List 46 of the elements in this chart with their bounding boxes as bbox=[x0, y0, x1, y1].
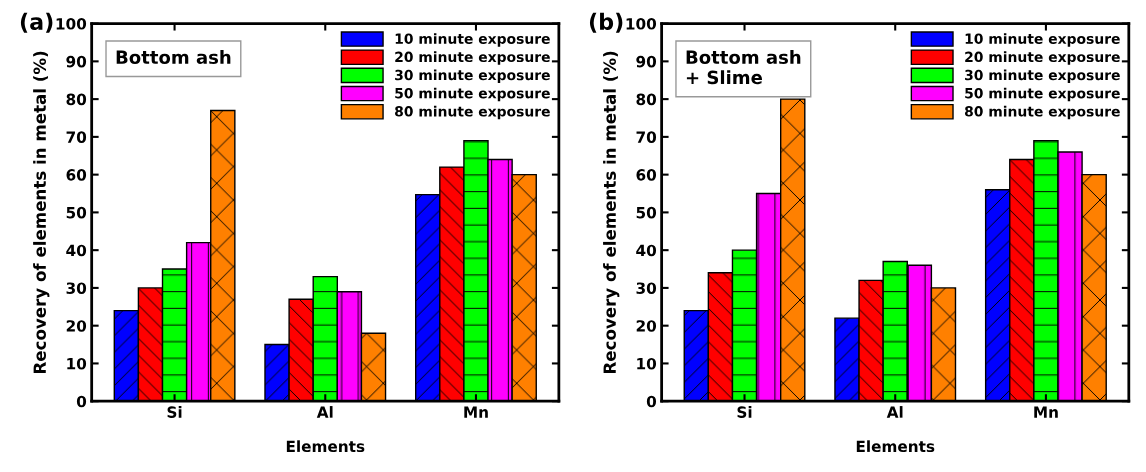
legend-label: 30 minute exposure bbox=[395, 69, 550, 83]
y-tick-label: 40 bbox=[66, 244, 87, 257]
x-tick-label: Al bbox=[886, 406, 903, 418]
y-tick-label: 50 bbox=[636, 206, 657, 219]
legend-label: 20 minute exposure bbox=[395, 51, 550, 65]
annotation: Bottom ash + Slime bbox=[686, 50, 801, 85]
y-tick-label: 0 bbox=[646, 395, 657, 408]
y-tick-label: 10 bbox=[67, 357, 87, 370]
legend-label: 80 minute exposure bbox=[395, 105, 550, 120]
y-tick-label: 70 bbox=[66, 131, 87, 143]
y-tick-label: 20 bbox=[66, 320, 87, 332]
legend-label: 20 minute exposure bbox=[965, 51, 1120, 65]
y-tick-label: 50 bbox=[66, 206, 87, 219]
x-axis-title: Elements bbox=[286, 440, 365, 453]
y-tick-label: 60 bbox=[66, 169, 87, 181]
y-tick-label: 20 bbox=[636, 320, 657, 332]
x-tick-label: Al bbox=[316, 406, 333, 418]
y-tick-label: 30 bbox=[636, 282, 657, 294]
y-tick-label: 80 bbox=[66, 93, 87, 106]
y-axis-title: Recovery of elements in metal (%) bbox=[33, 51, 50, 374]
y-tick-label: 80 bbox=[636, 93, 657, 106]
annotation: Bottom ash bbox=[116, 50, 231, 65]
y-axis-title: Recovery of elements in metal (%) bbox=[603, 51, 620, 374]
y-tick-label: 0 bbox=[76, 395, 87, 408]
chart-title: (a) bbox=[20, 12, 53, 33]
x-tick-label: Si bbox=[737, 406, 752, 418]
y-tick-label: 40 bbox=[636, 244, 657, 257]
y-tick-label: 30 bbox=[66, 282, 87, 294]
x-axis-title: Elements bbox=[856, 440, 935, 453]
y-tick-label: 60 bbox=[636, 169, 657, 181]
chart-title: (b) bbox=[589, 12, 623, 33]
x-tick-label: Mn bbox=[464, 406, 488, 418]
legend-label: 30 minute exposure bbox=[965, 69, 1120, 83]
legend-label: 10 minute exposure bbox=[965, 33, 1120, 47]
y-tick-label: 70 bbox=[636, 131, 657, 143]
legend-label: 50 minute exposure bbox=[395, 87, 550, 102]
legend-label: 50 minute exposure bbox=[965, 87, 1120, 102]
y-tick-label: 90 bbox=[636, 55, 657, 68]
legend-label: 10 minute exposure bbox=[395, 33, 550, 47]
y-tick-label: 100 bbox=[56, 18, 87, 30]
y-tick-label: 90 bbox=[66, 55, 87, 68]
x-tick-label: Si bbox=[167, 406, 182, 418]
y-tick-label: 10 bbox=[637, 357, 657, 370]
x-tick-label: Mn bbox=[1034, 406, 1058, 418]
y-tick-label: 100 bbox=[626, 18, 657, 30]
legend-label: 80 minute exposure bbox=[964, 105, 1120, 120]
